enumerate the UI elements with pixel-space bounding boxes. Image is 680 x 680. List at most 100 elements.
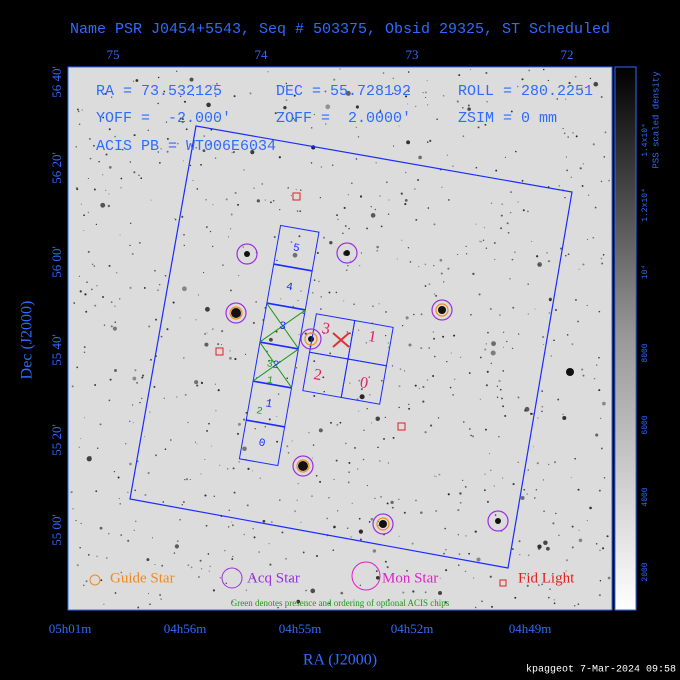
star-dot [276,85,278,87]
acq-star [431,299,453,321]
chip-label: 0 [258,437,267,450]
star-dot [270,201,272,204]
star-dot [174,218,177,221]
star-dot [575,298,577,301]
star-dot [407,403,410,406]
star-dot [541,390,544,392]
star-dot [120,187,122,189]
star-dot [108,128,111,131]
star-dot [80,438,82,440]
star-dot [151,537,154,539]
star-dot [482,239,485,241]
star-dot [346,331,349,333]
star-dot [85,580,88,583]
star-dot [196,443,198,445]
star-dot [392,77,394,79]
star-dot [119,503,121,505]
star-dot [554,308,557,312]
star-dot [222,264,224,266]
star-dot [325,104,331,110]
star-dot [553,599,555,601]
star-dot [582,263,585,266]
star-dot [541,405,544,408]
star-dot [372,549,377,553]
star-dot [210,445,212,447]
x-axis-label: RA (J2000) [303,652,377,669]
star-dot [243,169,245,171]
star-dot [177,142,179,145]
star-dot [237,203,239,206]
star-dot [375,569,379,572]
star-dot [478,293,481,296]
star-dot [429,139,432,142]
star-dot [76,366,79,369]
star-dot [372,305,374,307]
star-dot [444,527,446,530]
star-dot [485,384,488,387]
star-dot [486,370,489,373]
star-dot [504,414,507,418]
star-dot [499,314,501,316]
star-dot [494,514,497,516]
star-dot [485,71,488,74]
star-dot [315,474,318,477]
star-dot [132,376,137,381]
star-dot [375,162,377,164]
star-dot [507,231,510,234]
star-dot [506,340,508,343]
star-dot [328,291,331,294]
star-dot [598,356,600,359]
star-dot [98,160,100,163]
star-dot [491,605,493,608]
star-dot [189,77,194,82]
star-dot [194,441,196,443]
star-dot [566,334,569,336]
star-dot [543,540,548,546]
star-dot [149,603,151,606]
star-dot [518,540,521,543]
star-dot [415,218,418,221]
star-dot [205,226,208,228]
star-dot [253,187,255,189]
star-dot [570,477,572,479]
star-dot [380,225,383,228]
star-dot [231,152,233,154]
star-dot [420,347,423,350]
header-zsim: ZSIM = 0 mm [458,110,557,127]
star-dot [598,389,601,392]
star-dot [527,210,529,213]
star-dot [103,603,105,605]
star-dot [261,183,264,185]
star-dot [577,320,579,323]
star-dot [515,150,517,153]
star-dot [511,347,514,350]
bottom-tick-label: 05h01m [49,621,92,636]
star-dot [276,415,278,417]
left-tick-label: 55 00' [49,514,64,546]
star-dot [521,78,524,81]
star-dot [572,131,574,134]
star-dot [113,471,116,473]
star-dot [217,389,220,392]
star-dot [359,584,362,587]
star-dot [189,164,192,167]
star-dot [179,518,182,521]
star-dot [366,407,369,410]
star-dot [568,81,571,85]
star-dot [109,378,112,381]
star-dot [195,319,197,321]
optional-label: 3 [266,359,274,371]
star-dot [323,332,325,335]
star-dot [464,486,467,488]
star-dot [296,499,298,501]
star-dot [471,435,475,438]
star-dot [501,477,504,479]
star-dot [366,484,368,487]
colorbar-ticks: 2000 4000 6000 8000 10⁴ 1.2x10⁴ 1.4x10⁴ [641,123,650,581]
star-dot [172,301,175,304]
star-dot [517,461,519,463]
star-dot [511,548,514,550]
star-dot [357,136,360,138]
star-dot [376,249,379,252]
